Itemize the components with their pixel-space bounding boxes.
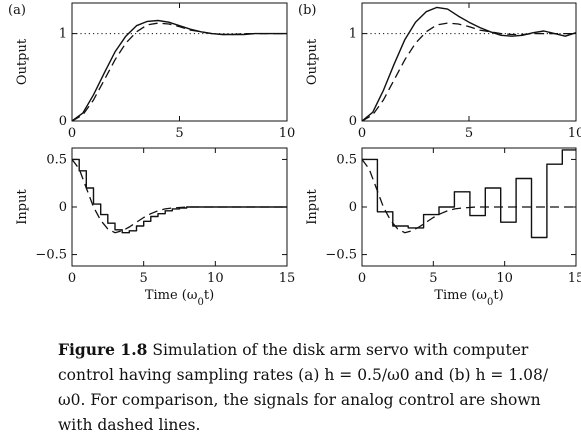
series-solid-line xyxy=(361,6,577,122)
series-dashed-line xyxy=(71,22,287,122)
x-tick-label: 0 xyxy=(358,126,366,141)
series-dashed-line xyxy=(361,22,576,122)
plot-frame xyxy=(71,2,288,122)
chart-panel-2: (b) 0 5 10 0 1 Output xyxy=(298,2,581,141)
y-tick-label: 0.5 xyxy=(336,152,357,167)
y-axis-label: Output xyxy=(305,38,320,85)
panel-label: (a) xyxy=(8,3,26,18)
x-tick-label: 0 xyxy=(68,271,76,286)
y-tick-label: −0.5 xyxy=(35,248,67,263)
x-tick-label: 10 xyxy=(496,271,513,286)
figure-caption: Figure 1.8 Simulation of the disk arm se… xyxy=(58,337,558,438)
y-axis-label: Input xyxy=(305,189,320,225)
y-tick-label: 0 xyxy=(59,200,67,215)
y-tick-label: 0 xyxy=(59,114,67,129)
y-tick-label: 1 xyxy=(59,27,67,42)
x-tick-label: 10 xyxy=(279,126,296,141)
x-tick-label: 5 xyxy=(429,271,437,286)
x-tick-label: 0 xyxy=(68,126,76,141)
x-tick-label: 5 xyxy=(140,271,148,286)
y-axis-label: Input xyxy=(15,189,30,225)
x-tick-label: 5 xyxy=(175,126,183,141)
caption-text: Simulation of the disk arm servo with co… xyxy=(58,341,549,434)
y-tick-label: 0 xyxy=(349,114,357,129)
x-axis-label: Time (ω0t) xyxy=(145,288,214,308)
series-dashed-line xyxy=(71,159,287,234)
caption-label: Figure 1.8 xyxy=(58,340,148,359)
chart-panel-1: (a) 0 5 10 0 1 Output xyxy=(8,2,296,141)
x-tick-label: 15 xyxy=(568,271,581,286)
y-tick-label: 0.5 xyxy=(46,152,67,167)
x-tick-label: 0 xyxy=(358,271,366,286)
x-tick-label: 5 xyxy=(465,126,473,141)
y-tick-label: −0.5 xyxy=(325,248,357,263)
series-step-line xyxy=(72,158,287,234)
plot-frame xyxy=(361,2,577,122)
y-tick-label: 1 xyxy=(349,27,357,42)
y-tick-label: 0 xyxy=(349,200,357,215)
series-dashed-line xyxy=(361,159,576,234)
x-axis-label: Time (ω0t) xyxy=(434,288,503,308)
y-axis-label: Output xyxy=(15,38,30,85)
series-solid-line xyxy=(71,19,287,122)
panel-label: (b) xyxy=(298,3,316,18)
x-tick-label: 15 xyxy=(279,271,296,286)
x-tick-label: 10 xyxy=(568,126,581,141)
series-step-line xyxy=(362,149,576,239)
x-tick-label: 10 xyxy=(207,271,224,286)
